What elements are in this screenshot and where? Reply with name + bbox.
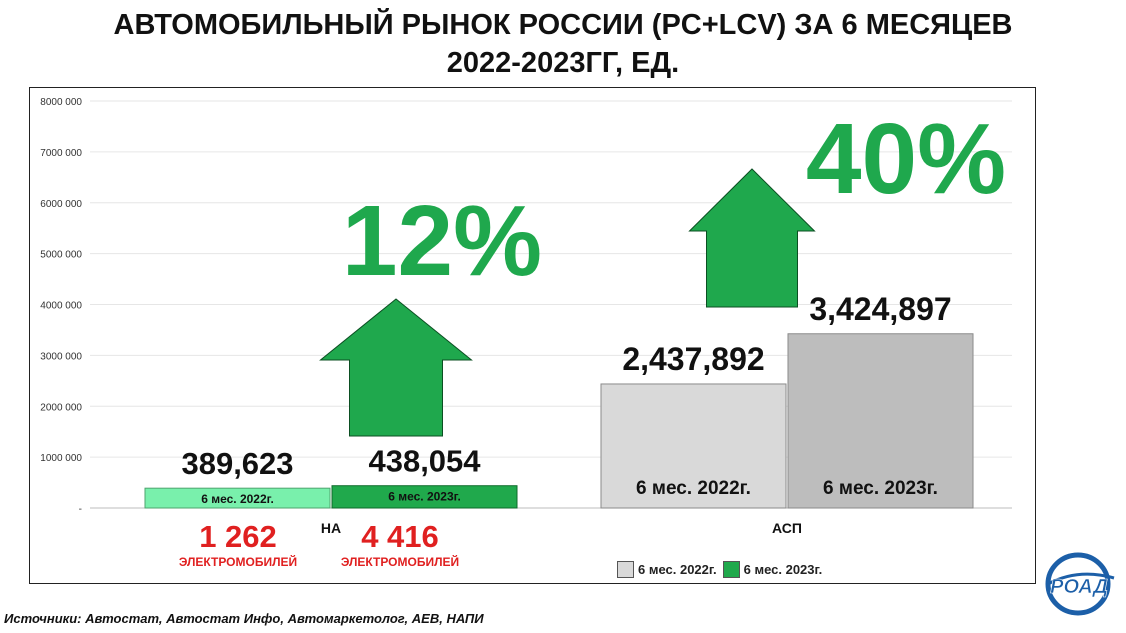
y-tick-label: 3000 000 [40, 351, 82, 362]
svg-text:РОАД: РОАД [1050, 576, 1108, 598]
growth-arrow-na [319, 298, 473, 437]
data-label: 389,623 [181, 446, 293, 481]
road-logo: РОАД [1045, 552, 1115, 616]
data-label: 3,424,897 [809, 291, 951, 327]
bar-inner-label: 6 мес. 2023г. [388, 490, 461, 504]
chart-title-line-1: АВТОМОБИЛЬНЫЙ РЫНОК РОССИИ (PC+LCV) ЗА 6… [113, 9, 1013, 41]
y-tick-label: 8000 000 [40, 97, 82, 108]
chart-title-line-2: 2022-2023ГГ, ЕД. [446, 47, 680, 79]
y-tick-label: - [79, 504, 82, 515]
category-label-asp: АСП [772, 520, 802, 536]
category-label-na: НА [321, 520, 341, 536]
legend-item-2022: 6 мес. 2022г. [617, 561, 717, 578]
data-label: 2,437,892 [622, 341, 764, 377]
legend-swatch-2022 [617, 561, 634, 578]
bar-inner-label: 6 мес. 2022г. [636, 478, 751, 499]
legend-swatch-2023 [722, 561, 740, 578]
legend-label-2022: 6 мес. 2022г. [638, 562, 717, 577]
chart-frame: - 1000 000 2000 000 3000 000 4000 000 5000 00… [29, 87, 1036, 584]
y-tick-label: 2000 000 [40, 402, 82, 413]
legend: 6 мес. 2022г. 6 мес. 2023г. [617, 561, 828, 578]
bar-na-2023 [331, 485, 518, 509]
y-tick-label: 7000 000 [40, 148, 82, 159]
data-label: 438,054 [368, 444, 481, 479]
y-tick-label: 1000 000 [40, 453, 82, 464]
growth-percent-asp: 40% [806, 103, 1006, 215]
growth-percent-na: 12% [342, 185, 542, 297]
ev-count: 4 416 [361, 519, 439, 554]
bar-inner-label: 6 мес. 2023г. [823, 478, 938, 499]
y-tick-label: 5000 000 [40, 250, 82, 261]
y-tick-label: 4000 000 [40, 301, 82, 312]
bar-asp-2022 [600, 383, 787, 509]
source-note: Источники: Автостат, Автостат Инфо, Авто… [4, 611, 484, 626]
bar-inner-label: 6 мес. 2022г. [201, 492, 274, 506]
ev-label: ЭЛЕКТРОМОБИЛЕЙ [179, 554, 297, 569]
y-tick-label: 6000 000 [40, 199, 82, 210]
legend-label-2023: 6 мес. 2023г. [743, 562, 823, 577]
bar-asp-2023 [787, 333, 974, 509]
bar-na-2022 [144, 487, 331, 509]
legend-item-2023: 6 мес. 2023г. [722, 561, 823, 578]
bar-chart: - 1000 000 2000 000 3000 000 4000 000 5000 00… [40, 97, 1012, 569]
growth-arrow-asp [688, 168, 816, 308]
ev-count: 1 262 [199, 519, 277, 554]
ev-label: ЭЛЕКТРОМОБИЛЕЙ [341, 554, 459, 569]
